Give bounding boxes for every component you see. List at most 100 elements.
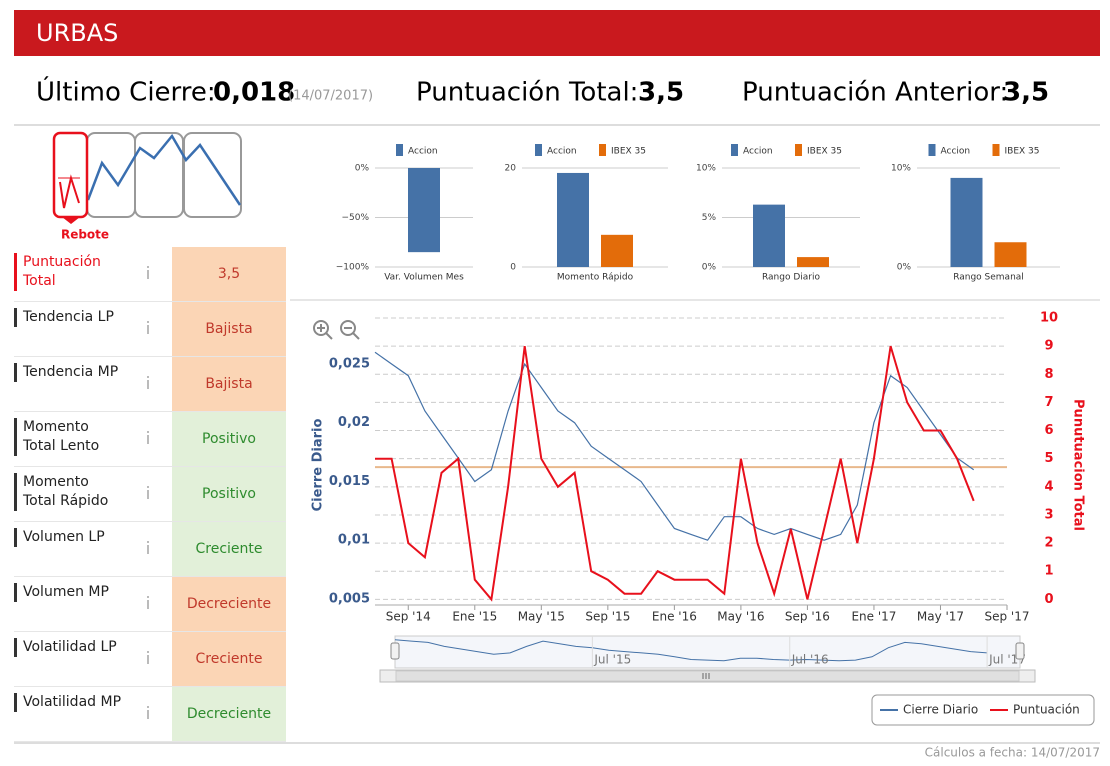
legend-label: IBEX 35 [611, 147, 646, 157]
indicator-label: Tendencia MP [14, 363, 123, 382]
y-tick-label: 0% [702, 263, 717, 273]
legend-swatch [599, 144, 606, 156]
y2-tick-label: 7 [1044, 395, 1053, 410]
indicator-value: Creciente [172, 632, 286, 686]
indicator-value: Decreciente [172, 577, 286, 631]
indicator-value: Positivo [172, 412, 286, 466]
y2-tick-label: 8 [1044, 367, 1053, 382]
x-tick-label: Momento Rápido [557, 273, 634, 283]
y2-tick-label: 10 [1040, 311, 1058, 326]
indicator-value: Positivo [172, 467, 286, 521]
indicator-row: Tendencia MP Bajista [14, 357, 286, 412]
bar [408, 168, 440, 253]
zoom-buttons[interactable] [313, 320, 360, 340]
legend-label: IBEX 35 [807, 147, 842, 157]
legend-label: Accion [547, 147, 577, 157]
legend-swatch [731, 144, 738, 156]
info-icon [147, 435, 149, 444]
y2-tick-label: 2 [1044, 536, 1053, 551]
header: URBAS [14, 10, 1100, 56]
scrollbar-thumb[interactable] [395, 670, 1020, 682]
info-icon [147, 596, 149, 598]
y-tick-label: 10% [696, 164, 716, 174]
indicator-row: Volatilidad MP Decreciente [14, 687, 286, 742]
info-icon [147, 710, 149, 719]
x-tick-label: Var. Volumen Mes [384, 273, 464, 283]
info-icon [147, 486, 149, 488]
bar [994, 242, 1027, 267]
summary-value: 3,5 [638, 78, 684, 108]
y2-tick-label: 0 [1044, 592, 1053, 607]
navigator-handle[interactable] [390, 642, 400, 660]
legend-label: Accion [743, 147, 773, 157]
legend-label: Puntuación [1013, 703, 1080, 717]
summary-value: 3,5 [1003, 78, 1049, 108]
x-tick-label: Sep '15 [585, 610, 630, 624]
legend-label: IBEX 35 [1005, 147, 1040, 157]
x-tick-label: Sep '17 [985, 610, 1030, 624]
indicator-label: Momento Total Lento [14, 418, 123, 456]
summary-label: Puntuación Anterior: [742, 78, 1008, 108]
bar [797, 257, 829, 267]
summary-label: Puntuación Total: [416, 78, 638, 108]
indicator-label: Puntuación Total [14, 253, 123, 291]
y-tick-label: 0,015 [329, 474, 370, 489]
x-tick-label: Ene '16 [652, 610, 697, 624]
info-icon [147, 490, 149, 499]
legend-swatch [396, 144, 403, 156]
y-tick-label: 0,02 [338, 415, 370, 430]
indicator-value: Decreciente [172, 687, 286, 741]
indicator-label: Momento Total Rápido [14, 473, 123, 511]
x-tick-label: Rango Diario [762, 273, 821, 283]
info-icon [147, 600, 149, 609]
indicator-row: Volatilidad LP Creciente [14, 632, 286, 687]
summary-label: Último Cierre: [36, 76, 216, 108]
indicator-row: Momento Total Lento Positivo [14, 412, 286, 467]
y-tick-label: −50% [341, 213, 369, 223]
x-tick-label: Sep '14 [386, 610, 431, 624]
indicator-value: Bajista [172, 302, 286, 356]
indicator-row: Momento Total Rápido Positivo [14, 467, 286, 522]
y-tick-label: −100% [336, 263, 370, 273]
bar [557, 172, 589, 267]
y-axis-title: Cierre Diario [311, 419, 326, 512]
info-icon [147, 431, 149, 433]
y-tick-label: 5% [702, 213, 717, 223]
indicator-value: 3,5 [172, 247, 286, 301]
y-tick-label: 0 [510, 263, 516, 273]
y2-tick-label: 6 [1044, 423, 1053, 438]
legend-swatch [535, 144, 542, 156]
x-tick-label: Rango Semanal [953, 273, 1024, 283]
legend-swatch [928, 144, 936, 156]
info-icon [147, 376, 149, 378]
y2-tick-label: 1 [1044, 564, 1053, 579]
legend-box [871, 694, 1095, 726]
info-icon [147, 321, 149, 323]
navigator-label: Jul '16 [791, 653, 829, 667]
indicator-label: Volumen LP [14, 528, 123, 547]
legend-swatch [992, 144, 1000, 156]
navigator-label: Jul '15 [593, 653, 631, 667]
indicator-label: Volatilidad MP [14, 693, 123, 712]
bar [950, 177, 983, 267]
indicator-row: Volumen LP Creciente [14, 522, 286, 577]
info-icon [147, 380, 149, 389]
line-series [374, 351, 975, 541]
navigator-handle[interactable] [1015, 642, 1025, 660]
y2-tick-label: 4 [1044, 479, 1053, 494]
info-icon [147, 651, 149, 653]
indicator-row: Volumen MP Decreciente [14, 577, 286, 632]
y-tick-label: 10% [891, 164, 911, 174]
y2-tick-label: 5 [1044, 451, 1053, 466]
y-tick-label: 0% [355, 164, 370, 174]
y-tick-label: 0% [897, 263, 912, 273]
summary-value: 0,018 [213, 78, 295, 108]
y-tick-label: 0,005 [329, 592, 370, 607]
navigator-series [394, 639, 988, 662]
header-title: URBAS [36, 19, 119, 47]
x-tick-label: Sep '16 [785, 610, 830, 624]
y2-axis-title: Punutuacion Total [1071, 399, 1086, 531]
bar [601, 234, 633, 267]
y-tick-label: 0,01 [338, 533, 370, 548]
